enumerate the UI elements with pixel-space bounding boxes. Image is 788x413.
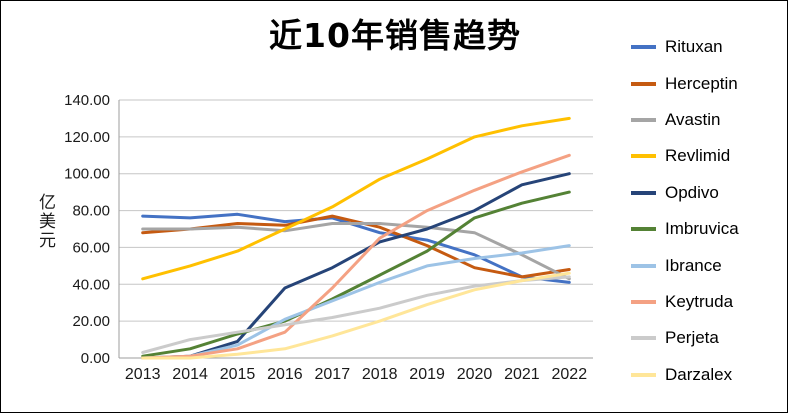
legend-swatch-icon: [631, 227, 656, 232]
y-tick-label: 80.00: [72, 203, 110, 220]
series-line-rituxan[interactable]: [141, 212, 571, 284]
series-line-avastin[interactable]: [141, 222, 571, 281]
legend-swatch-icon: [631, 336, 656, 341]
x-tick-label: 2022: [552, 366, 588, 383]
chart-title: 近10年销售趋势: [269, 16, 521, 55]
legend-item-herceptin[interactable]: Herceptin: [631, 65, 781, 101]
y-tick-label: 40.00: [72, 276, 110, 293]
legend-item-revlimid[interactable]: Revlimid: [631, 138, 781, 174]
x-tick-label: 2021: [504, 366, 540, 383]
x-tick-label: 2018: [362, 366, 398, 383]
legend-item-ibrance[interactable]: Ibrance: [631, 247, 781, 283]
series-line-revlimid[interactable]: [141, 116, 571, 281]
x-tick-label: 2013: [125, 366, 161, 383]
legend-swatch-icon: [631, 299, 656, 304]
legend-label: Ibrance: [665, 255, 722, 275]
y-axis-title: 亿美元: [36, 193, 55, 250]
x-tick-label: 2016: [267, 366, 303, 383]
legend-label: Perjeta: [665, 328, 719, 348]
series-line-ibrance[interactable]: [141, 244, 571, 360]
legend-label: Avastin: [665, 109, 721, 129]
series-line-perjeta[interactable]: [141, 275, 571, 354]
legend-item-rituxan[interactable]: Rituxan: [631, 29, 781, 65]
legend-item-imbruvica[interactable]: Imbruvica: [631, 211, 781, 247]
chart-legend: Rituxan Herceptin Avastin Revlimid Opdivo Imb…: [631, 29, 781, 393]
legend-label: Darzalex: [665, 364, 733, 384]
series-line-darzalex[interactable]: [141, 271, 571, 360]
series-line-keytruda[interactable]: [141, 153, 571, 360]
legend-label: Opdivo: [665, 182, 719, 202]
legend-swatch-icon: [631, 372, 656, 377]
legend-label: Rituxan: [665, 37, 723, 57]
legend-label: Imbruvica: [665, 219, 739, 239]
legend-item-darzalex[interactable]: Darzalex: [631, 357, 781, 393]
legend-swatch-icon: [631, 117, 656, 122]
legend-swatch-icon: [631, 154, 656, 159]
y-tick-label: 120.00: [64, 129, 110, 146]
legend-item-keytruda[interactable]: Keytruda: [631, 284, 781, 320]
legend-item-avastin[interactable]: Avastin: [631, 102, 781, 138]
legend-swatch-icon: [631, 81, 656, 86]
legend-label: Revlimid: [665, 146, 731, 166]
legend-item-perjeta[interactable]: Perjeta: [631, 320, 781, 356]
y-tick-label: 20.00: [72, 313, 110, 330]
series-line-imbruvica[interactable]: [141, 190, 571, 358]
legend-item-opdivo[interactable]: Opdivo: [631, 175, 781, 211]
legend-label: Herceptin: [665, 73, 738, 93]
series-line-herceptin[interactable]: [141, 214, 571, 279]
y-tick-label: 0.00: [81, 350, 110, 367]
legend-label: Keytruda: [665, 291, 734, 311]
x-tick-label: 2017: [315, 366, 351, 383]
legend-swatch-icon: [631, 45, 656, 50]
y-tick-label: 60.00: [72, 239, 110, 256]
legend-swatch-icon: [631, 190, 656, 195]
x-tick-label: 2015: [220, 366, 256, 383]
x-tick-label: 2014: [172, 366, 208, 383]
y-tick-label: 140.00: [64, 92, 110, 109]
series-line-opdivo[interactable]: [141, 172, 571, 360]
x-tick-label: 2019: [409, 366, 445, 383]
legend-swatch-icon: [631, 263, 656, 268]
y-tick-label: 100.00: [64, 166, 110, 183]
x-tick-label: 2020: [457, 366, 493, 383]
